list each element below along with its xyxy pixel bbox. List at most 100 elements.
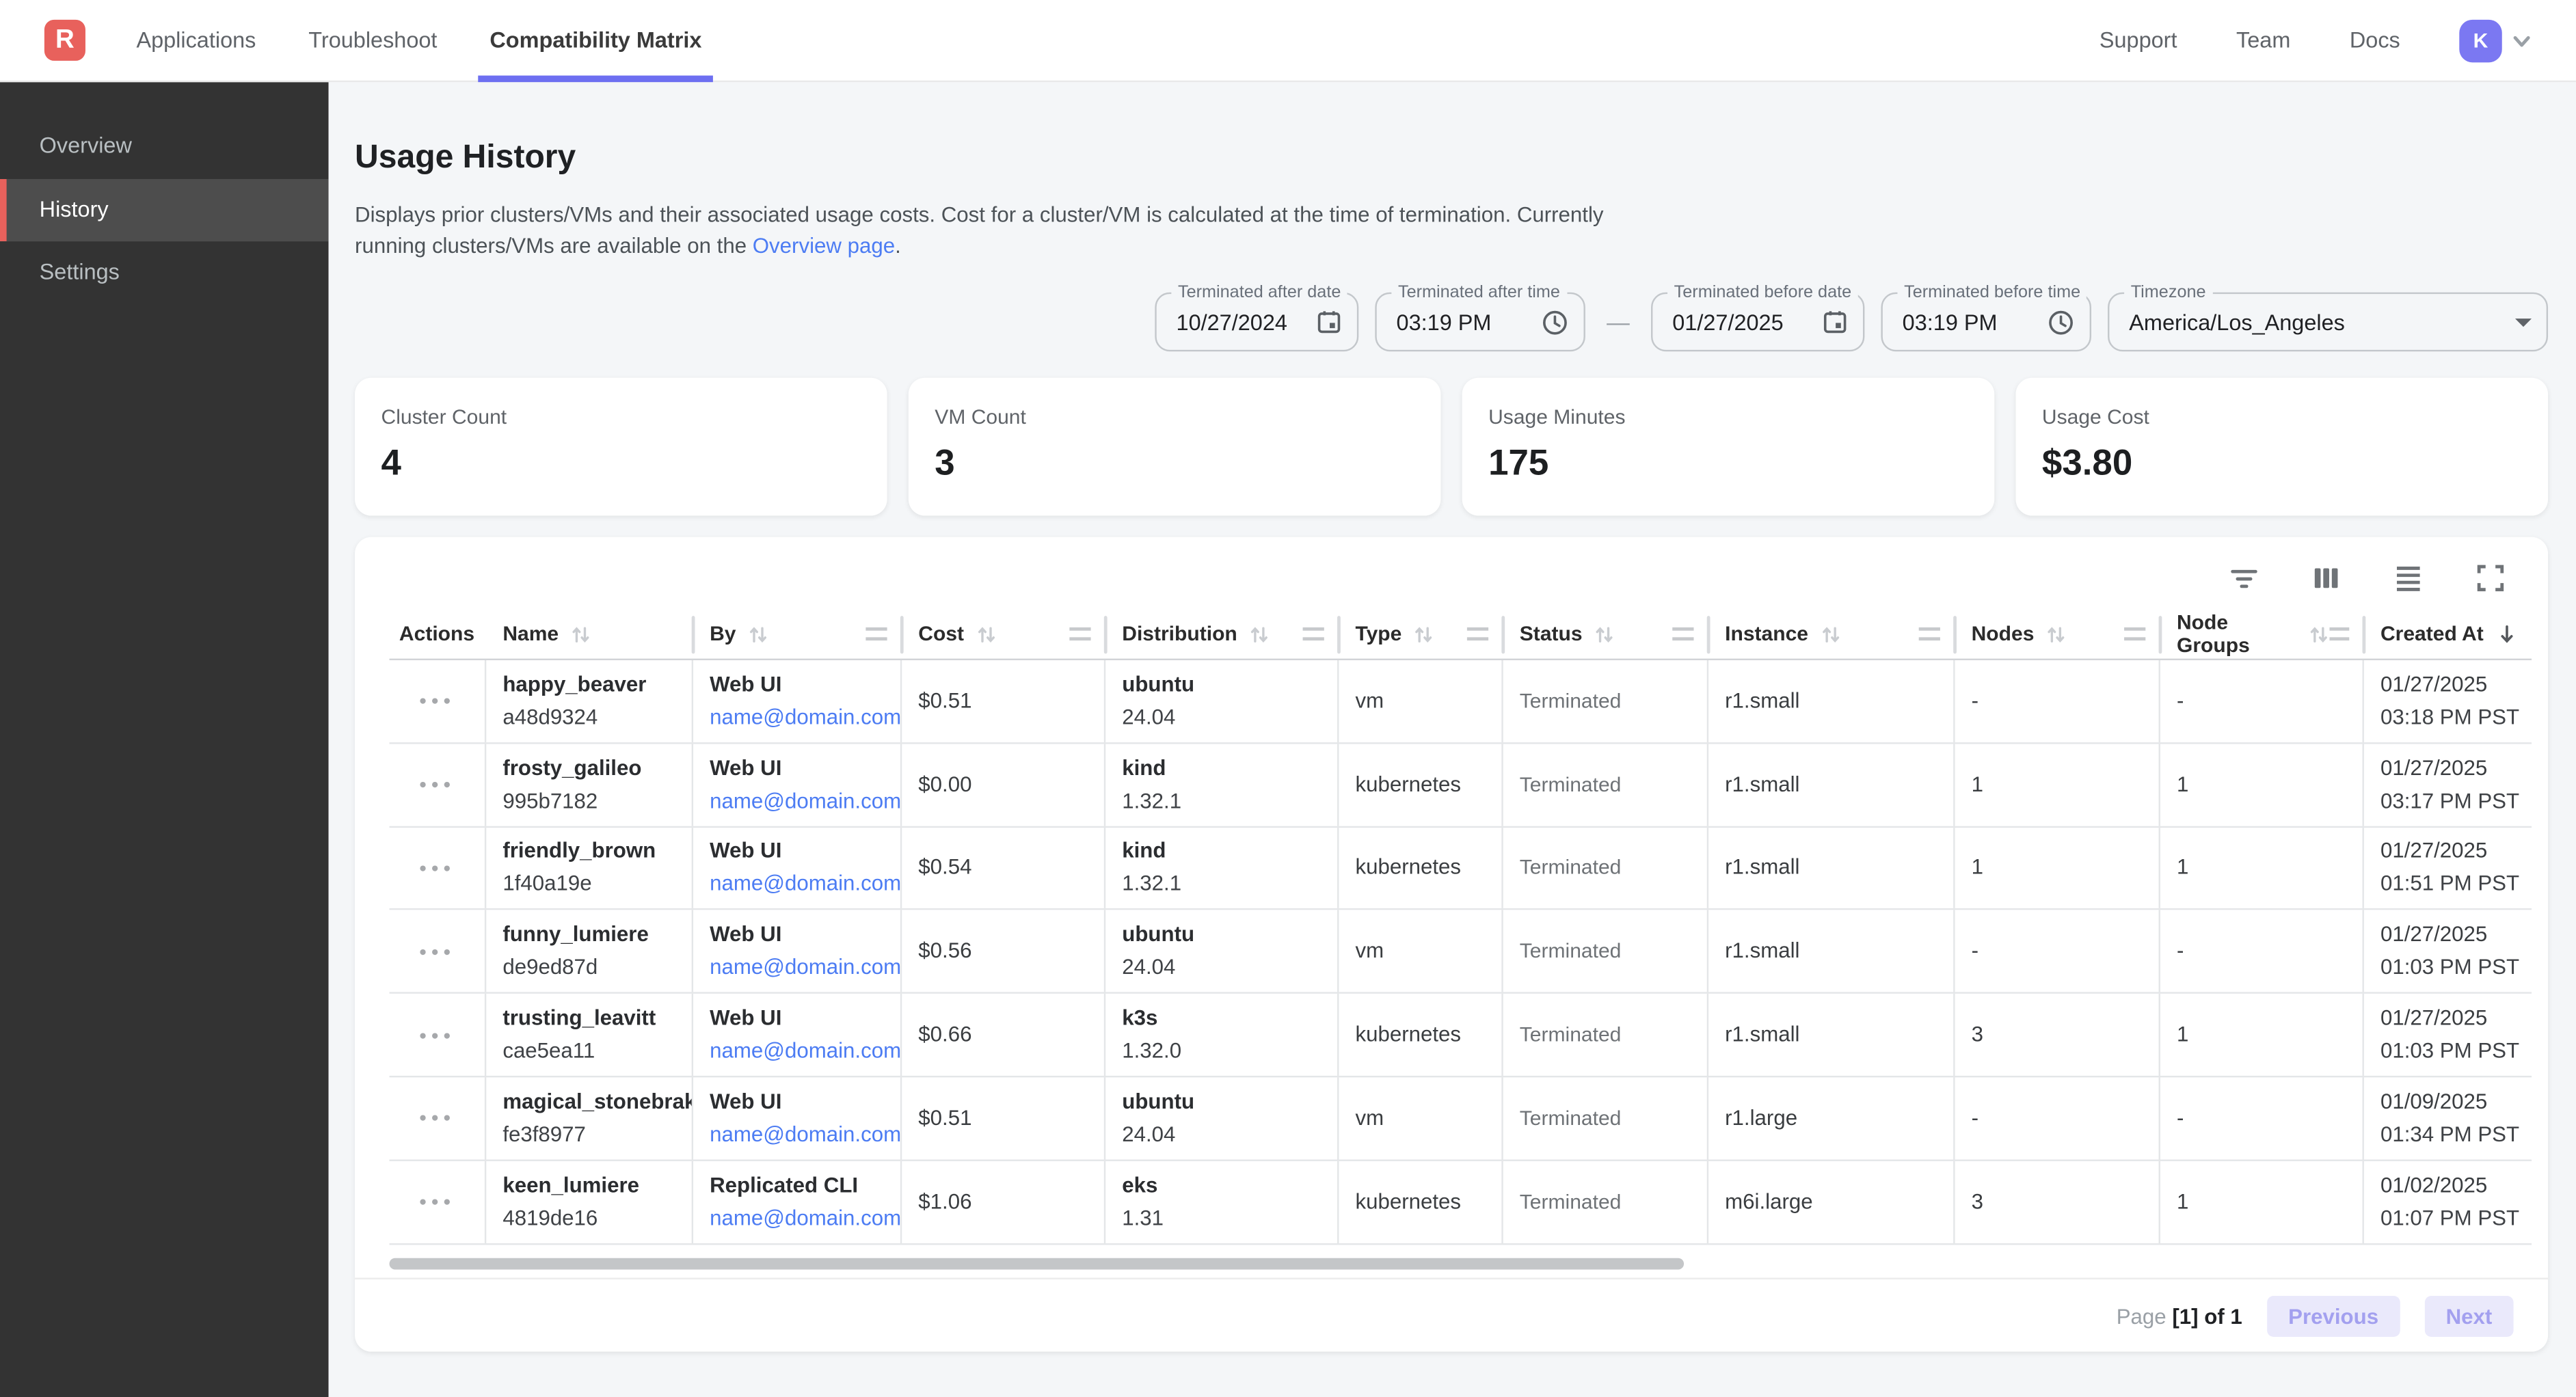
data-grid: Actions Name By Cost xyxy=(389,610,2532,1245)
status-cell: Terminated xyxy=(1503,660,1709,742)
column-header-node-groups[interactable]: Node Groups xyxy=(2160,610,2366,659)
column-menu-icon[interactable] xyxy=(1918,627,1940,641)
status-cell: Terminated xyxy=(1503,1077,1709,1159)
sidebar-item-settings[interactable]: Settings xyxy=(39,259,120,284)
row-actions-button[interactable]: ●●● xyxy=(418,1027,455,1042)
terminated-before-time-field[interactable]: Terminated before time 03:19 PM xyxy=(1881,282,2092,352)
instance-cell: r1.small xyxy=(1708,660,1955,742)
timezone-select[interactable]: Timezone America/Los_Angeles xyxy=(2108,282,2549,352)
cost-cell: $0.51 xyxy=(902,1077,1106,1159)
node-groups-cell: 1 xyxy=(2160,1161,2364,1243)
terminated-after-time-value[interactable]: 03:19 PM xyxy=(1396,309,1492,335)
by-email-link[interactable]: name@domain.com xyxy=(710,704,902,729)
page-description: Displays prior clusters/VMs and their as… xyxy=(355,199,1643,261)
column-menu-icon[interactable] xyxy=(2124,627,2146,641)
sort-icon xyxy=(2045,623,2067,645)
dropdown-caret-icon[interactable] xyxy=(2514,317,2532,326)
sidebar-item-history[interactable]: History xyxy=(0,178,329,242)
actions-cell: ●●● xyxy=(390,1161,487,1243)
created-at-cell: 01/27/2025 01:03 PM PST xyxy=(2364,994,2532,1076)
clock-icon[interactable] xyxy=(1541,308,1569,336)
overview-page-link[interactable]: Overview page xyxy=(752,233,896,258)
column-menu-icon[interactable] xyxy=(1069,627,1091,641)
column-header-by[interactable]: By xyxy=(693,610,904,659)
clock-icon[interactable] xyxy=(2047,308,2075,336)
columns-icon[interactable] xyxy=(2311,563,2341,593)
by-email-link[interactable]: name@domain.com xyxy=(710,871,902,896)
nav-item-compatibility-matrix[interactable]: Compatibility Matrix xyxy=(478,0,714,81)
nodes-cell: - xyxy=(1955,910,2160,992)
fullscreen-icon[interactable] xyxy=(2476,563,2505,593)
terminated-after-date-field[interactable]: Terminated after date 10/27/2024 xyxy=(1155,282,1359,352)
column-menu-icon[interactable] xyxy=(1466,627,1489,641)
created-date: 01/09/2025 xyxy=(2380,1088,2488,1113)
row-actions-button[interactable]: ●●● xyxy=(418,1194,455,1210)
column-header-instance[interactable]: Instance xyxy=(1708,610,1957,659)
nav-item-applications[interactable]: Applications xyxy=(136,27,256,52)
by-email-link[interactable]: name@domain.com xyxy=(710,1121,902,1146)
column-header-name[interactable]: Name xyxy=(486,610,695,659)
stat-card-usage-minutes: Usage Minutes 175 xyxy=(1462,377,1995,516)
column-header-distribution[interactable]: Distribution xyxy=(1105,610,1341,659)
sort-icon xyxy=(1820,623,1841,645)
account-menu[interactable]: K xyxy=(2459,18,2534,62)
avatar[interactable]: K xyxy=(2459,18,2502,62)
cost-value: $0.54 xyxy=(918,854,972,880)
instance-cell: r1.small xyxy=(1708,910,1955,992)
instance-value: r1.small xyxy=(1725,771,1800,796)
by-email-link[interactable]: name@domain.com xyxy=(710,1037,902,1063)
stat-card-cluster-count: Cluster Count 4 xyxy=(355,377,887,516)
replicated-logo[interactable]: R xyxy=(44,19,85,61)
nav-item-troubleshoot[interactable]: Troubleshoot xyxy=(308,27,438,52)
row-actions-button[interactable]: ●●● xyxy=(418,860,455,876)
column-label: Name xyxy=(502,622,559,646)
column-menu-icon[interactable] xyxy=(1302,627,1324,641)
terminated-before-time-value[interactable]: 03:19 PM xyxy=(1902,309,1998,335)
stat-card-vm-count: VM Count 3 xyxy=(908,377,1441,516)
distribution-name: k3s xyxy=(1122,1005,1158,1030)
calendar-icon[interactable] xyxy=(1822,309,1848,335)
column-menu-icon[interactable] xyxy=(2329,627,2350,641)
column-menu-icon[interactable] xyxy=(866,627,887,641)
instance-cell: r1.small xyxy=(1708,994,1955,1076)
row-actions-button[interactable]: ●●● xyxy=(418,777,455,792)
previous-page-button[interactable]: Previous xyxy=(2266,1294,2400,1336)
node-groups-value: - xyxy=(2176,1104,2184,1130)
row-actions-button[interactable]: ●●● xyxy=(418,944,455,959)
top-navigation: R Applications Troubleshoot Compatibilit… xyxy=(0,0,2576,83)
sidebar-item-overview[interactable]: Overview xyxy=(39,133,132,158)
terminated-before-date-value[interactable]: 01/27/2025 xyxy=(1672,309,1784,335)
sort-icon xyxy=(1594,623,1615,645)
calendar-icon[interactable] xyxy=(1316,309,1342,335)
terminated-after-time-field[interactable]: Terminated after time 03:19 PM xyxy=(1375,282,1585,352)
column-header-cost[interactable]: Cost xyxy=(902,610,1108,659)
nav-item-support[interactable]: Support xyxy=(2099,27,2177,53)
column-header-nodes[interactable]: Nodes xyxy=(1955,610,2162,659)
column-header-status[interactable]: Status xyxy=(1503,610,1710,659)
chevron-down-icon[interactable] xyxy=(2510,29,2534,52)
scrollbar-thumb[interactable] xyxy=(389,1257,1684,1269)
column-header-created-at[interactable]: Created At xyxy=(2364,610,2532,659)
terminated-after-date-value[interactable]: 10/27/2024 xyxy=(1176,309,1287,335)
nav-item-team[interactable]: Team xyxy=(2236,27,2291,53)
by-email-link[interactable]: name@domain.com xyxy=(710,954,902,979)
nav-item-docs[interactable]: Docs xyxy=(2349,27,2400,53)
status-badge: Terminated xyxy=(1519,689,1622,713)
column-menu-icon[interactable] xyxy=(1672,627,1694,641)
cluster-name: frosty_galileo xyxy=(502,755,642,780)
created-date: 01/27/2025 xyxy=(2380,671,2488,696)
name-cell: trusting_leavitt cae5ea11 xyxy=(486,994,694,1076)
density-icon[interactable] xyxy=(2393,563,2423,593)
by-email-link[interactable]: name@domain.com xyxy=(710,1205,902,1230)
row-actions-button[interactable]: ●●● xyxy=(418,1111,455,1126)
name-cell: magical_stonebraker fe3f8977 xyxy=(486,1077,694,1159)
row-actions-button[interactable]: ●●● xyxy=(418,694,455,709)
cluster-id: 4819de16 xyxy=(502,1205,598,1230)
timezone-value[interactable]: America/Los_Angeles xyxy=(2129,309,2345,335)
terminated-before-date-field[interactable]: Terminated before date 01/27/2025 xyxy=(1651,282,1865,352)
filter-icon[interactable] xyxy=(2229,563,2259,593)
next-page-button[interactable]: Next xyxy=(2424,1294,2514,1336)
column-header-type[interactable]: Type xyxy=(1339,610,1505,659)
type-value: kubernetes xyxy=(1355,1021,1462,1046)
by-email-link[interactable]: name@domain.com xyxy=(710,787,902,813)
